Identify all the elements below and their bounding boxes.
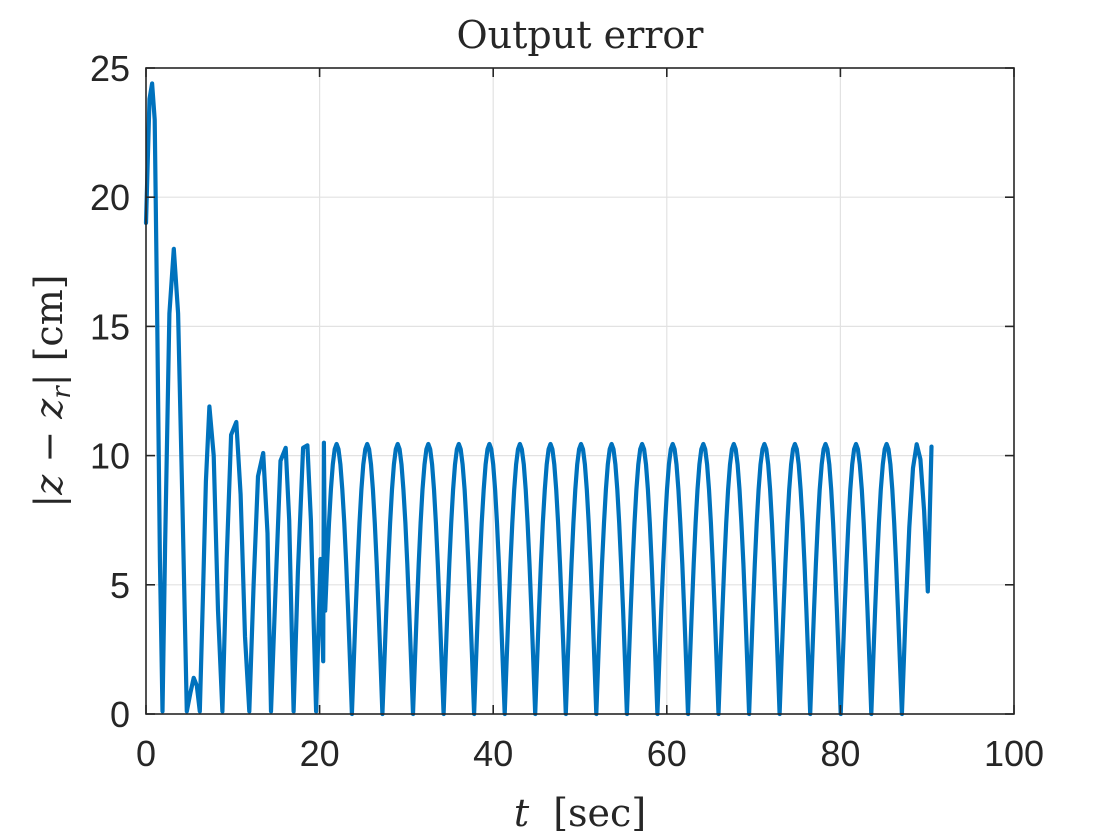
y-axis-label-main: |z − z bbox=[27, 398, 71, 508]
x-tick-label: 20 bbox=[300, 733, 340, 774]
y-axis-label: |z − zr| [cm] bbox=[27, 274, 77, 507]
x-axis-label-unit: [sec] bbox=[553, 791, 646, 835]
x-axis-label: t [sec] bbox=[514, 791, 646, 835]
x-tick-labels: 0 20 40 60 80 100 bbox=[136, 733, 1044, 774]
x-tick-label: 0 bbox=[136, 733, 156, 774]
y-axis-label-tail: | [cm] bbox=[27, 274, 71, 386]
series-layer bbox=[143, 81, 934, 717]
chart-title: Output error bbox=[457, 13, 705, 57]
y-tick-label: 15 bbox=[90, 306, 130, 347]
x-tick-label: 80 bbox=[820, 733, 860, 774]
y-tick-label: 5 bbox=[110, 565, 130, 606]
y-tick-label: 10 bbox=[90, 436, 130, 477]
x-axis-label-variable: t bbox=[514, 791, 530, 835]
x-tick-label: 40 bbox=[473, 733, 513, 774]
y-tick-label: 25 bbox=[90, 48, 130, 89]
plot-area bbox=[143, 67, 1015, 717]
ticks bbox=[145, 67, 1015, 715]
y-tick-label: 20 bbox=[90, 177, 130, 218]
x-tick-label: 100 bbox=[984, 733, 1044, 774]
series-line bbox=[143, 81, 934, 717]
axes-box bbox=[145, 67, 1015, 715]
y-axis-label-subscript: r bbox=[47, 385, 77, 399]
y-tick-label: 0 bbox=[110, 694, 130, 735]
y-tick-labels: 0 5 10 15 20 25 bbox=[90, 48, 130, 735]
x-tick-label: 60 bbox=[647, 733, 687, 774]
